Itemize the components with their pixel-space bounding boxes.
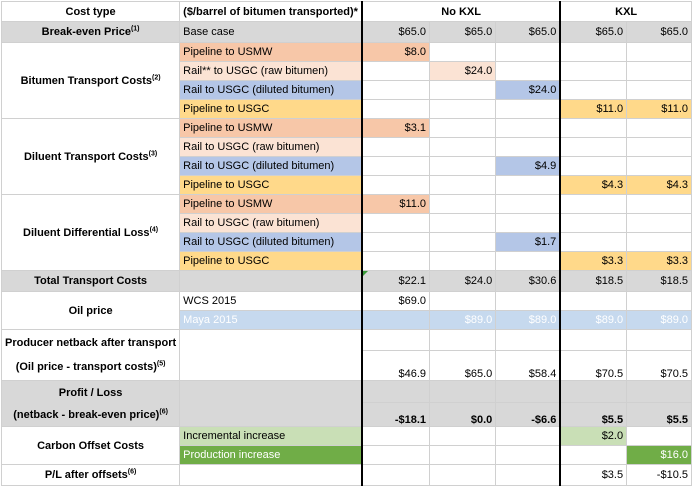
profit-value: -$18.1 <box>360 402 431 427</box>
cost-value: $11.0 <box>559 99 628 119</box>
diluent-row: Rail to USGC (diluted bitumen) $4.9 <box>2 156 692 176</box>
bitumen-cost-table: Cost type ($/barrel of bitumen transport… <box>0 1 692 486</box>
route-pipeline-usmw: Pipeline to USMW <box>179 194 363 214</box>
wcs-value: $69.0 <box>360 291 431 311</box>
cost-value: $11.0 <box>626 99 692 119</box>
bitumen-label: Bitumen Transport Costs(2) <box>0 42 181 119</box>
pl-value: -$10.5 <box>626 464 692 486</box>
bitumen-row: Pipeline to USGC $11.0 $11.0 <box>2 99 692 119</box>
total-value: $18.5 <box>559 270 628 292</box>
route-pipeline-usmw: Pipeline to USMW <box>179 118 363 138</box>
differential-row: Diluent Differential Loss(4) Pipeline to… <box>0 194 692 271</box>
profit-value: -$6.6 <box>495 402 561 427</box>
differential-row: Rail to USGC (diluted bitumen) $1.7 <box>2 232 692 252</box>
breakeven-label: Break-even Price(1) <box>0 21 181 43</box>
route-rail-diluted: Rail to USGC (diluted bitumen) <box>179 232 363 252</box>
profit-value: $0.0 <box>429 402 497 427</box>
bitumen-row: Bitumen Transport Costs(2) Pipeline to U… <box>0 42 692 119</box>
pl-row: P/L after offsets(6) $3.5 -$10.5 <box>0 464 692 486</box>
cost-value: $8.0 <box>360 42 431 62</box>
netback-value: $70.5 <box>626 350 692 381</box>
route-rail-raw: Rail to USGC (raw bitumen) <box>179 137 363 157</box>
profit-row: Profit / Loss (netback - break-even pric… <box>0 380 692 427</box>
netback-value: $65.0 <box>429 350 497 381</box>
cost-value: $1.7 <box>495 232 561 252</box>
header-no-kxl: No KXL <box>360 1 561 22</box>
breakeven-value: $65.0 <box>360 21 431 43</box>
pl-label: P/L after offsets(6) <box>0 464 181 486</box>
cost-value: $4.3 <box>559 175 628 195</box>
bitumen-row: Rail** to USGC (raw bitumen) $24.0 <box>2 61 692 81</box>
route-pipeline-usgc: Pipeline to USGC <box>179 175 363 195</box>
route-rail-diluted: Rail to USGC (diluted bitumen) <box>179 156 363 176</box>
total-value: $30.6 <box>495 270 561 292</box>
cost-value: $11.0 <box>360 194 431 214</box>
breakeven-route: Base case <box>179 21 363 43</box>
wcs-label: WCS 2015 <box>179 291 363 311</box>
cost-value: $3.3 <box>626 251 692 271</box>
route-rail-diluted: Rail to USGC (diluted bitumen) <box>179 80 363 100</box>
route-pipeline-usmw: Pipeline to USMW <box>179 42 363 62</box>
header-cost-type: Cost type <box>0 1 181 22</box>
maya-value: $89.0 <box>495 310 561 330</box>
pl-value: $3.5 <box>559 464 628 486</box>
cost-value: $4.3 <box>626 175 692 195</box>
cost-value: $3.3 <box>559 251 628 271</box>
differential-row: Pipeline to USGC $3.3 $3.3 <box>2 251 692 271</box>
total-value: $22.1 <box>360 270 431 292</box>
profit-row: -$18.1 $0.0 -$6.6 $5.5 $5.5 <box>2 402 692 427</box>
total-row: Total Transport Costs $22.1 $24.0 $30.6 … <box>0 270 692 292</box>
incremental-label: Incremental increase <box>179 426 363 446</box>
netback-value: $58.4 <box>495 350 561 381</box>
breakeven-row: Break-even Price(1) Base case $65.0 $65.… <box>0 21 692 43</box>
production-label: Production increase <box>179 445 363 465</box>
maya-value: $89.0 <box>559 310 628 330</box>
total-label: Total Transport Costs <box>0 270 181 292</box>
total-value: $24.0 <box>429 270 497 292</box>
maya-value: $89.0 <box>429 310 497 330</box>
route-rail-raw: Rail to USGC (raw bitumen) <box>179 213 363 233</box>
bitumen-row: Rail to USGC (diluted bitumen) $24.0 <box>2 80 692 100</box>
cost-value: $4.9 <box>495 156 561 176</box>
cost-value: $3.1 <box>360 118 431 138</box>
netback-label: Producer netback after transport (Oil pr… <box>0 329 181 381</box>
production-value: $16.0 <box>626 445 692 465</box>
diluent-row: Pipeline to USGC $4.3 $4.3 <box>2 175 692 195</box>
breakeven-value: $65.0 <box>559 21 628 43</box>
cost-value: $24.0 <box>495 80 561 100</box>
header-row: Cost type ($/barrel of bitumen transport… <box>0 1 692 22</box>
netback-row: Producer netback after transport (Oil pr… <box>0 329 692 381</box>
profit-value: $5.5 <box>626 402 692 427</box>
diluent-row: Diluent Transport Costs(3) Pipeline to U… <box>0 118 692 195</box>
route-pipeline-usgc: Pipeline to USGC <box>179 99 363 119</box>
carbon-label: Carbon Offset Costs <box>0 426 181 465</box>
total-value: $18.5 <box>626 270 692 292</box>
breakeven-value: $65.0 <box>626 21 692 43</box>
carbon-row: Carbon Offset Costs Incremental increase… <box>0 426 692 465</box>
header-kxl: KXL <box>559 1 692 22</box>
maya-value: $89.0 <box>626 310 692 330</box>
cost-value: $24.0 <box>429 61 497 81</box>
profit-label: Profit / Loss (netback - break-even pric… <box>0 380 181 427</box>
netback-value: $46.9 <box>360 350 431 381</box>
route-pipeline-usgc: Pipeline to USGC <box>179 251 363 271</box>
oil-row: Maya 2015 $89.0 $89.0 $89.0 $89.0 <box>2 310 692 330</box>
maya-label: Maya 2015 <box>179 310 363 330</box>
route-rail-raw: Rail** to USGC (raw bitumen) <box>179 61 363 81</box>
breakeven-value: $65.0 <box>429 21 497 43</box>
diluent-row: Rail to USGC (raw bitumen) <box>2 137 692 157</box>
differential-label: Diluent Differential Loss(4) <box>0 194 181 271</box>
diluent-label: Diluent Transport Costs(3) <box>0 118 181 195</box>
profit-value: $5.5 <box>559 402 628 427</box>
breakeven-value: $65.0 <box>495 21 561 43</box>
netback-value: $70.5 <box>559 350 628 381</box>
netback-row: $46.9 $65.0 $58.4 $70.5 $70.5 <box>2 350 692 381</box>
header-unit: ($/barrel of bitumen transported)* <box>179 1 363 22</box>
oil-row: Oil price WCS 2015 $69.0 <box>0 291 692 330</box>
incremental-value: $2.0 <box>559 426 628 446</box>
oil-label: Oil price <box>0 291 181 330</box>
